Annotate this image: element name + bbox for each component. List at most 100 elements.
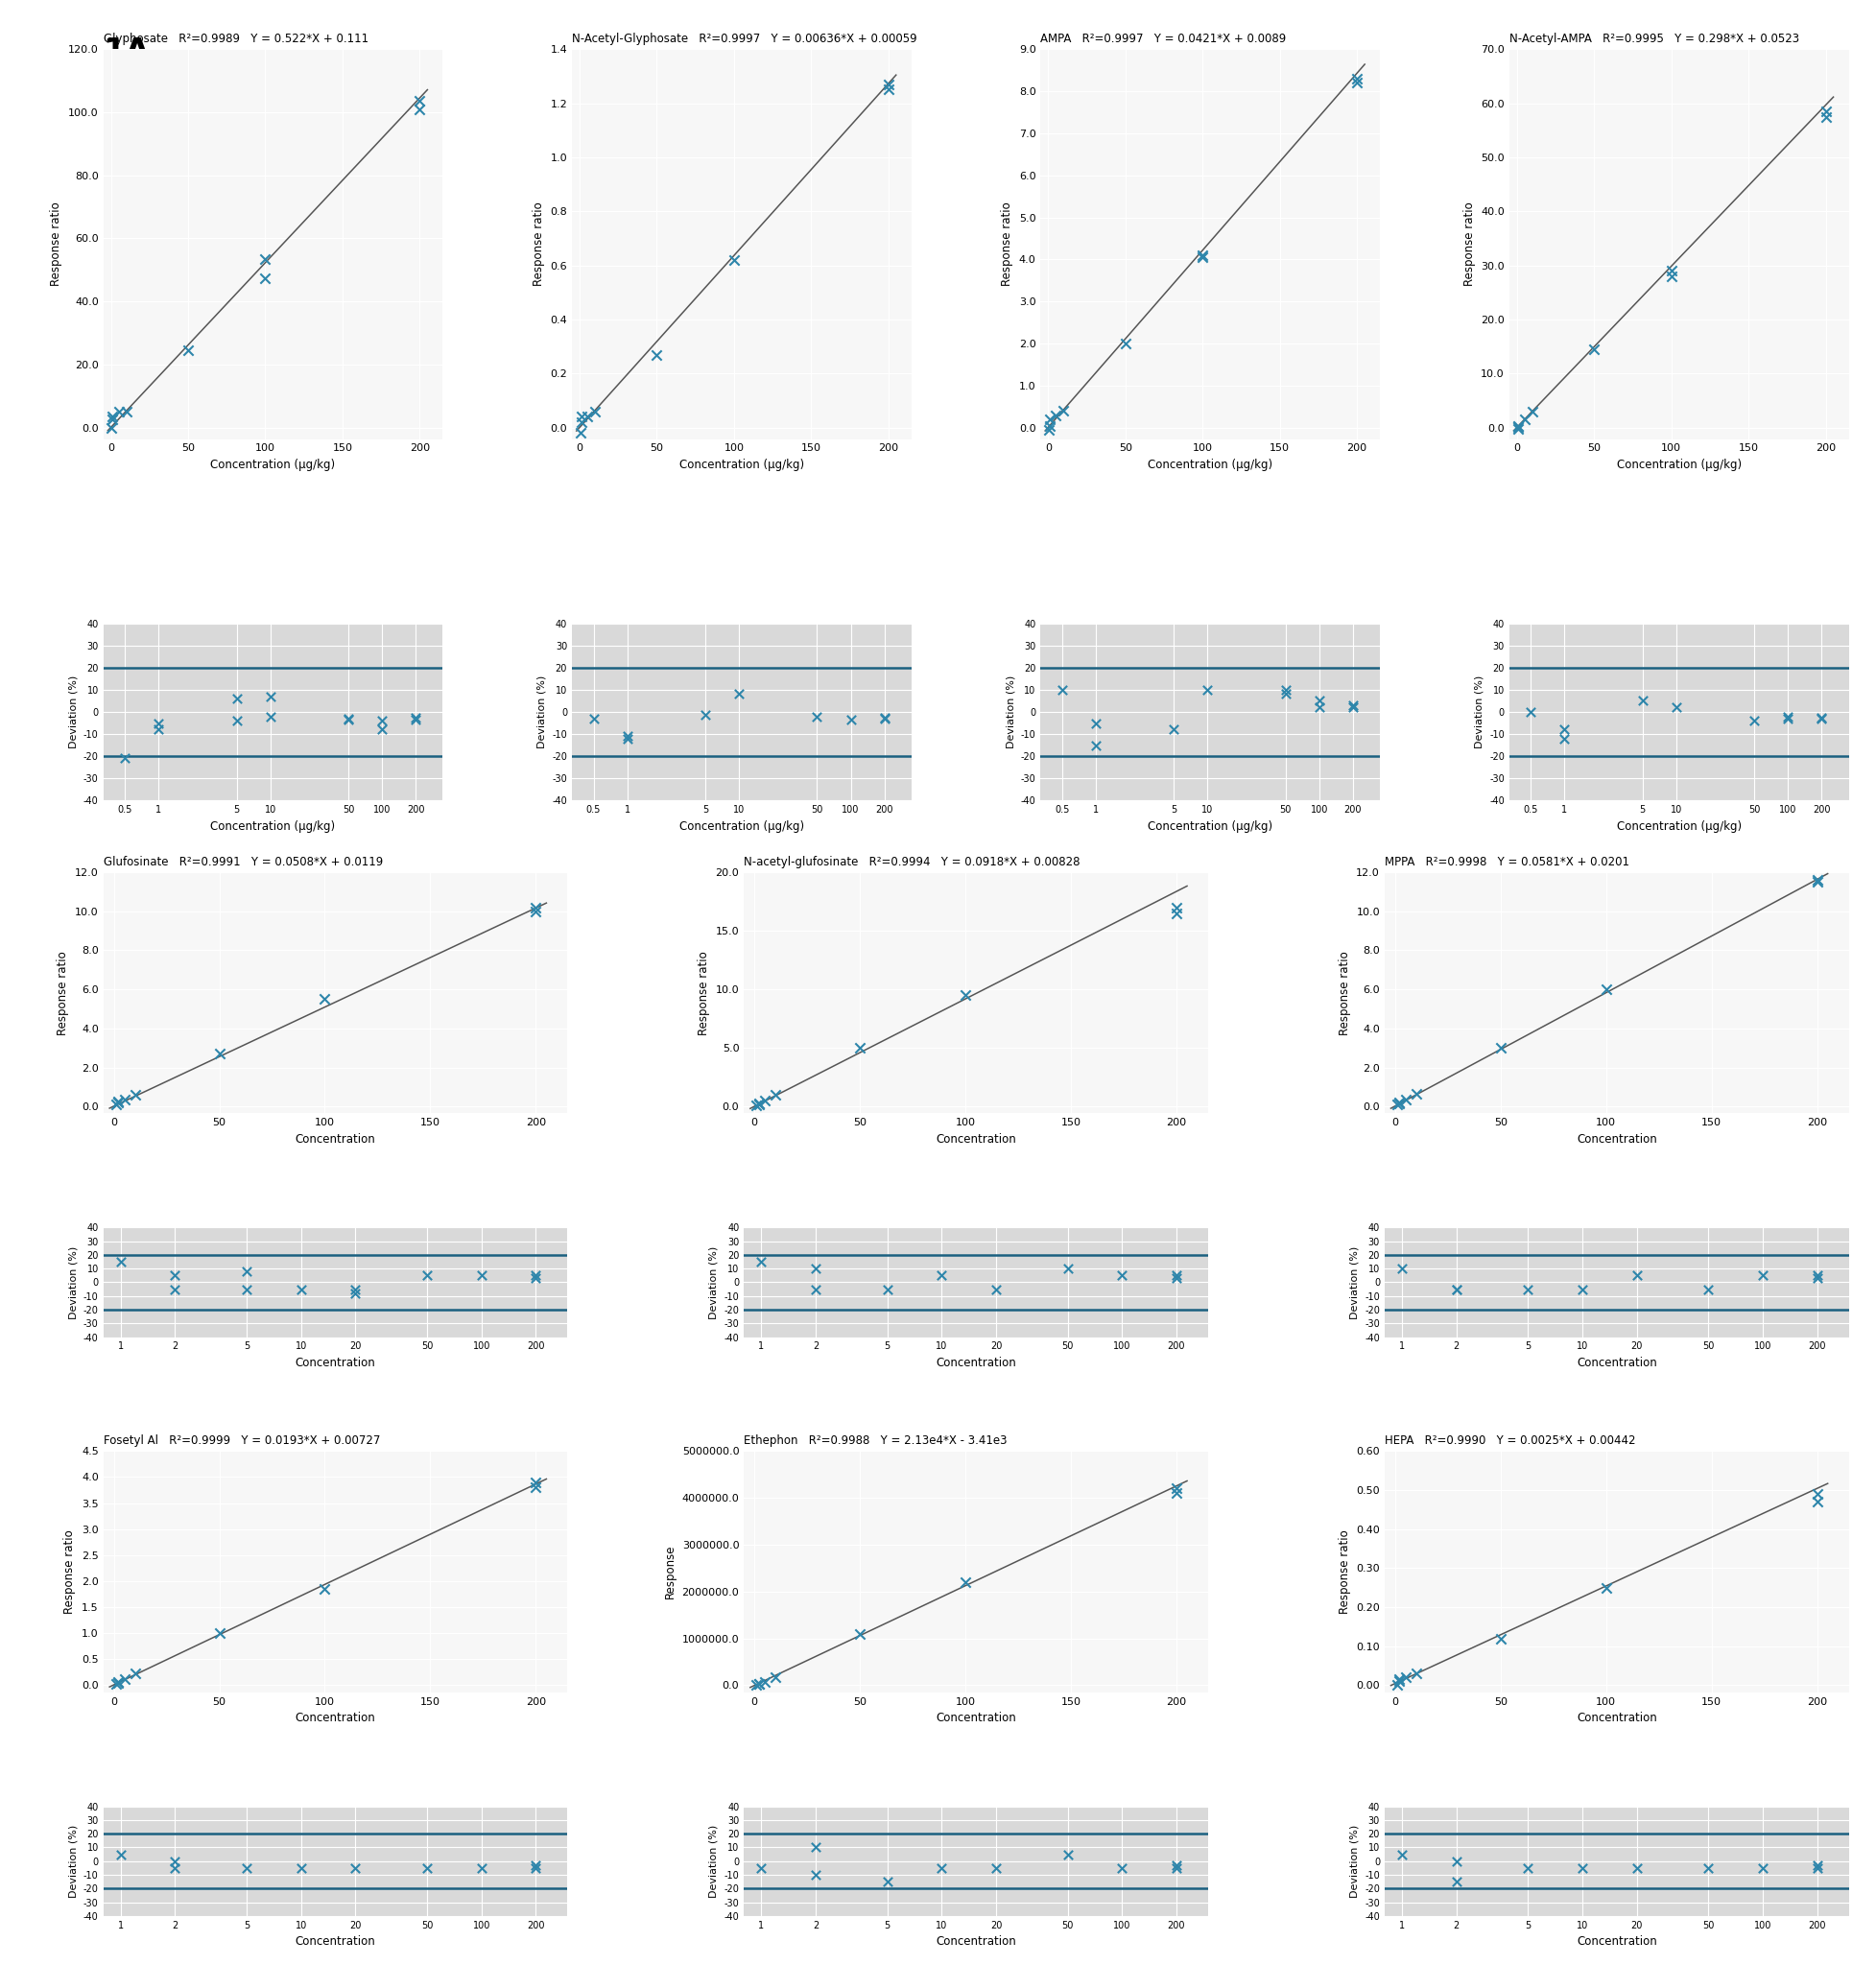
- Point: [334, 703, 364, 735]
- Point: [801, 1831, 831, 1863]
- Point: [1161, 1853, 1191, 1884]
- Point: [109, 1664, 139, 1696]
- X-axis label: Concentration: Concentration: [936, 1712, 1015, 1725]
- Point: [1188, 240, 1218, 271]
- Point: [1304, 692, 1334, 723]
- Point: [255, 680, 285, 711]
- Point: [1747, 1260, 1777, 1291]
- Point: [173, 334, 203, 365]
- X-axis label: Concentration: Concentration: [936, 1134, 1015, 1146]
- Point: [743, 1087, 773, 1118]
- Point: [1747, 1853, 1777, 1884]
- Point: [204, 1038, 234, 1069]
- Point: [1034, 415, 1064, 446]
- Point: [927, 1260, 957, 1291]
- Point: [1386, 1254, 1416, 1285]
- Y-axis label: Response ratio: Response ratio: [56, 951, 69, 1036]
- Point: [103, 1666, 133, 1698]
- Point: [520, 1262, 550, 1293]
- Point: [1441, 1273, 1471, 1305]
- Point: [844, 1617, 874, 1649]
- Point: [101, 1668, 131, 1700]
- Point: [1034, 403, 1064, 434]
- Y-axis label: Deviation (%): Deviation (%): [537, 676, 546, 749]
- Point: [1692, 1273, 1722, 1305]
- Point: [221, 684, 251, 715]
- Point: [1807, 703, 1837, 735]
- Point: [1107, 1260, 1137, 1291]
- Point: [1047, 674, 1077, 705]
- Point: [1801, 1478, 1831, 1509]
- Point: [572, 401, 602, 432]
- Point: [101, 1089, 131, 1120]
- Point: [1381, 1089, 1411, 1120]
- Point: [1516, 395, 1546, 426]
- Point: [1621, 1853, 1651, 1884]
- Point: [949, 979, 979, 1010]
- Point: [1810, 100, 1840, 132]
- Point: [1386, 1839, 1416, 1871]
- Point: [1304, 686, 1334, 717]
- Point: [143, 707, 173, 739]
- Point: [1270, 674, 1300, 705]
- X-axis label: Concentration: Concentration: [295, 1936, 375, 1947]
- Point: [1107, 1853, 1137, 1884]
- Point: [1041, 399, 1071, 430]
- Point: [1441, 1273, 1471, 1305]
- Point: [255, 702, 285, 733]
- Point: [1157, 713, 1188, 745]
- Point: [801, 1859, 831, 1890]
- Point: [368, 713, 398, 745]
- Point: [949, 1566, 979, 1598]
- Point: [103, 1087, 133, 1118]
- Text: MPPA   R²=0.9998   Y = 0.0581*X + 0.0201: MPPA R²=0.9998 Y = 0.0581*X + 0.0201: [1384, 857, 1628, 869]
- Point: [405, 92, 435, 124]
- Point: [690, 700, 720, 731]
- Point: [285, 1273, 315, 1305]
- Point: [1052, 1254, 1082, 1285]
- Point: [747, 1246, 777, 1277]
- Point: [405, 84, 435, 116]
- Point: [1739, 705, 1769, 737]
- Point: [413, 1853, 443, 1884]
- Point: [340, 1853, 370, 1884]
- Point: [105, 1246, 135, 1277]
- Point: [103, 1087, 133, 1118]
- Text: AMPA   R²=0.9997   Y = 0.0421*X + 0.0089: AMPA R²=0.9997 Y = 0.0421*X + 0.0089: [1039, 33, 1285, 45]
- Point: [981, 1853, 1011, 1884]
- X-axis label: Concentration: Concentration: [1576, 1134, 1657, 1146]
- Point: [760, 1079, 790, 1110]
- Point: [1503, 411, 1533, 442]
- Point: [719, 244, 749, 275]
- Point: [1111, 328, 1141, 360]
- Y-axis label: Deviation (%): Deviation (%): [1349, 1824, 1358, 1898]
- Point: [1191, 674, 1221, 705]
- Point: [578, 703, 608, 735]
- Point: [1338, 690, 1368, 721]
- Text: Glufosinate   R²=0.9991   Y = 0.0508*X + 0.0119: Glufosinate R²=0.9991 Y = 0.0508*X + 0.0…: [103, 857, 383, 869]
- Point: [334, 703, 364, 735]
- Y-axis label: Deviation (%): Deviation (%): [1475, 676, 1484, 749]
- Point: [1801, 1853, 1831, 1884]
- Point: [1390, 1085, 1420, 1116]
- Point: [1161, 1478, 1191, 1509]
- Point: [1550, 723, 1580, 755]
- Point: [1441, 1867, 1471, 1898]
- Point: [1401, 1658, 1431, 1690]
- Point: [400, 702, 430, 733]
- Point: [1338, 692, 1368, 723]
- Point: [520, 1472, 550, 1503]
- Point: [567, 401, 597, 432]
- Point: [250, 244, 280, 275]
- Point: [285, 1853, 315, 1884]
- Point: [1161, 1849, 1191, 1881]
- Point: [109, 1085, 139, 1116]
- Point: [1341, 63, 1371, 94]
- Point: [98, 413, 128, 444]
- Y-axis label: Deviation (%): Deviation (%): [68, 1246, 79, 1319]
- Point: [413, 1260, 443, 1291]
- X-axis label: Concentration (µg/kg): Concentration (µg/kg): [1148, 458, 1272, 472]
- Point: [400, 703, 430, 735]
- Point: [1591, 1572, 1621, 1603]
- Point: [1384, 1087, 1415, 1118]
